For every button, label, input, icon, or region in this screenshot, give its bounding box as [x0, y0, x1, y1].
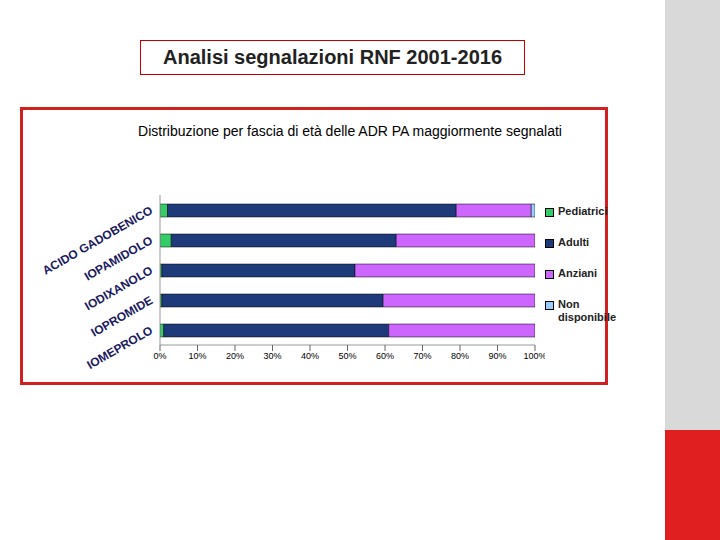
html-text:Non disponibile: Non disponibile	[558, 298, 617, 323]
html-text:Distribuzione per fascia di et: Distribuzione per fascia di età delle AD…	[138, 123, 562, 139]
html-text:Anziani: Anziani	[558, 267, 598, 279]
svg-text:70%: 70%	[413, 351, 431, 361]
svg-text:40%: 40%	[301, 351, 319, 361]
html-text:Pediatrici: Pediatrici	[558, 205, 608, 217]
svg-text:100%: 100%	[523, 351, 545, 361]
html-text:Analisi segnalazioni RNF 2001-: Analisi segnalazioni RNF 2001-2016	[163, 46, 502, 68]
svg-text:IOPAMIDOLO: IOPAMIDOLO	[81, 233, 156, 284]
svg-text:20%: 20%	[226, 351, 244, 361]
svg-text:80%: 80%	[451, 351, 469, 361]
svg-text:IOMEPROLO: IOMEPROLO	[85, 323, 156, 372]
svg-text:IOPROMIDE: IOPROMIDE	[88, 293, 156, 340]
html-text:Adulti: Adulti	[558, 236, 590, 248]
svg-text:90%: 90%	[488, 351, 506, 361]
svg-text:60%: 60%	[376, 351, 394, 361]
svg-text:IODIXANOLO: IODIXANOLO	[82, 263, 156, 314]
svg-text:10%: 10%	[188, 351, 206, 361]
svg-text:50%: 50%	[338, 351, 356, 361]
svg-text:ACIDO GADOBENICO: ACIDO GADOBENICO	[40, 203, 156, 278]
svg-text:0%: 0%	[153, 351, 166, 361]
svg-text:30%: 30%	[263, 351, 281, 361]
